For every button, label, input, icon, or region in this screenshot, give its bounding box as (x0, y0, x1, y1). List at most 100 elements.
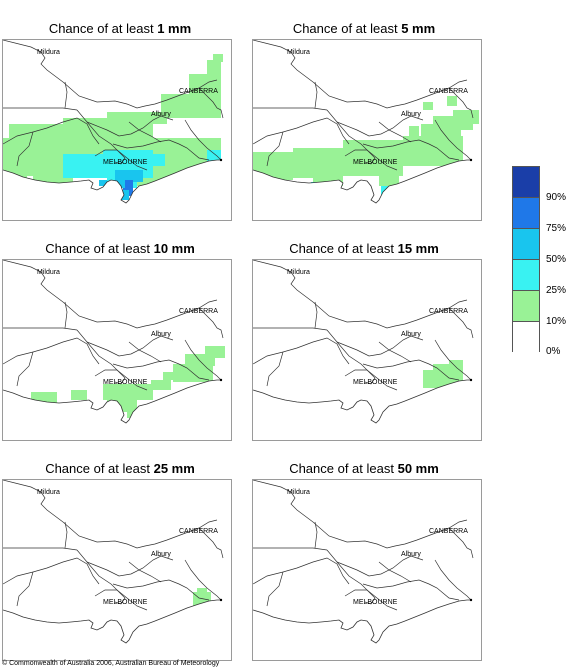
district-border (314, 521, 318, 549)
map-panel-1mm: Mildura CANBERRA Albury MELBOURNE (2, 39, 232, 221)
sea-area (3, 600, 231, 660)
district-border (3, 117, 100, 145)
district-border (266, 131, 284, 167)
mildura-label: Mildura (287, 269, 310, 276)
district-border (94, 149, 126, 165)
rainfall-probability-cell (115, 170, 143, 182)
district-border (64, 81, 68, 109)
rainfall-probability-cell (293, 148, 343, 178)
legend-swatch-0 (513, 322, 539, 352)
gabo-island-marker (469, 598, 473, 602)
rainfall-probability-cell (99, 180, 107, 186)
coastline (3, 599, 221, 644)
legend-label-75: 75% (546, 223, 567, 234)
panel-title-5mm: Chance of at least 5 mm (244, 21, 484, 36)
panel-title-50mm: Chance of at least 50 mm (244, 461, 484, 476)
district-border (86, 555, 174, 577)
legend-swatch-90 (513, 167, 539, 198)
sea-area (3, 380, 231, 440)
district-border (16, 131, 34, 167)
canberra-label: CANBERRA (179, 528, 218, 535)
district-border (253, 117, 350, 145)
coastline (253, 599, 471, 644)
district-border (434, 559, 472, 601)
copyright-notice: © Commonwealth of Australia 2006, Austra… (2, 660, 220, 667)
district-border (3, 40, 218, 109)
rainfall-probability-cell (121, 190, 129, 200)
rainfall-probability-cell (33, 176, 73, 184)
rainfall-probability-cell (213, 54, 223, 62)
district-border (336, 555, 424, 577)
legend-label-90: 90% (546, 192, 567, 203)
title-amount: 15 mm (397, 241, 439, 256)
albury-label: Albury (401, 551, 421, 558)
map-panel-5mm: Mildura CANBERRA Albury MELBOURNE (252, 39, 482, 221)
rainfall-probability-cell (403, 136, 463, 166)
district-border (253, 260, 468, 329)
map-5mm: Mildura CANBERRA Albury MELBOURNE (253, 40, 481, 220)
gabo-island-marker (219, 598, 223, 602)
albury-label: Albury (151, 331, 171, 338)
legend-swatch-75 (513, 198, 539, 229)
district-border (112, 359, 210, 381)
district-border (253, 547, 328, 551)
district-border (112, 579, 210, 601)
map-50mm: Mildura CANBERRA Albury MELBOURNE (253, 480, 481, 660)
district-border (314, 81, 318, 109)
panel-title-10mm: Chance of at least 10 mm (0, 241, 240, 256)
district-border (434, 339, 472, 381)
rainfall-probability-cell (447, 96, 457, 106)
district-border (326, 109, 398, 171)
mildura-label: Mildura (37, 49, 60, 56)
legend-swatch-10 (513, 291, 539, 322)
district-border (94, 369, 126, 385)
district-border (198, 307, 224, 339)
rainfall-probability-cell (163, 372, 175, 380)
district-border (128, 121, 162, 143)
mildura-label: Mildura (37, 269, 60, 276)
rainfall-probability-cell (189, 74, 221, 96)
map-15mm: Mildura CANBERRA Albury MELBOURNE (253, 260, 481, 440)
district-border (362, 359, 460, 381)
district-border (76, 549, 148, 611)
district-border (86, 335, 174, 357)
mildura-label: Mildura (37, 489, 60, 496)
district-border (362, 579, 460, 601)
district-border (76, 329, 148, 391)
melbourne-label: MELBOURNE (103, 159, 148, 166)
rainfall-probability-cell (433, 364, 453, 374)
district-border (253, 337, 350, 365)
district-border (448, 527, 474, 559)
sea-area (253, 160, 481, 220)
district-border (184, 119, 222, 161)
rainfall-probability-cell (453, 110, 479, 124)
district-border (378, 121, 412, 143)
title-amount: 1 mm (157, 21, 192, 36)
district-border (198, 87, 224, 119)
district-border (344, 149, 376, 165)
sea-area (253, 380, 481, 440)
albury-label: Albury (151, 111, 171, 118)
rainfall-probability-cell (207, 60, 221, 74)
district-border (94, 589, 126, 605)
canberra-label: CANBERRA (429, 528, 468, 535)
legend-label-25: 25% (546, 285, 567, 296)
rainfall-probability-cell (123, 180, 133, 196)
map-panel-10mm: Mildura CANBERRA Albury MELBOURNE (2, 259, 232, 441)
district-border (326, 329, 398, 391)
albury-label: Albury (401, 331, 421, 338)
legend-swatch-25 (513, 260, 539, 291)
rainfall-probability-cell (71, 390, 87, 400)
rainfall-probability-cell (207, 150, 221, 162)
district-border (336, 335, 424, 357)
map-1mm: Mildura CANBERRA Albury MELBOURNE (3, 40, 231, 220)
melbourne-label: MELBOURNE (103, 599, 148, 606)
gabo-island-marker (469, 378, 473, 382)
coastline (3, 159, 221, 204)
title-prefix: Chance of at least (45, 241, 154, 256)
rainfall-probability-cell (205, 346, 225, 358)
rainfall-probability-cell (449, 360, 463, 370)
canberra-label: CANBERRA (429, 308, 468, 315)
district-border (344, 589, 376, 605)
district-border (378, 341, 412, 363)
